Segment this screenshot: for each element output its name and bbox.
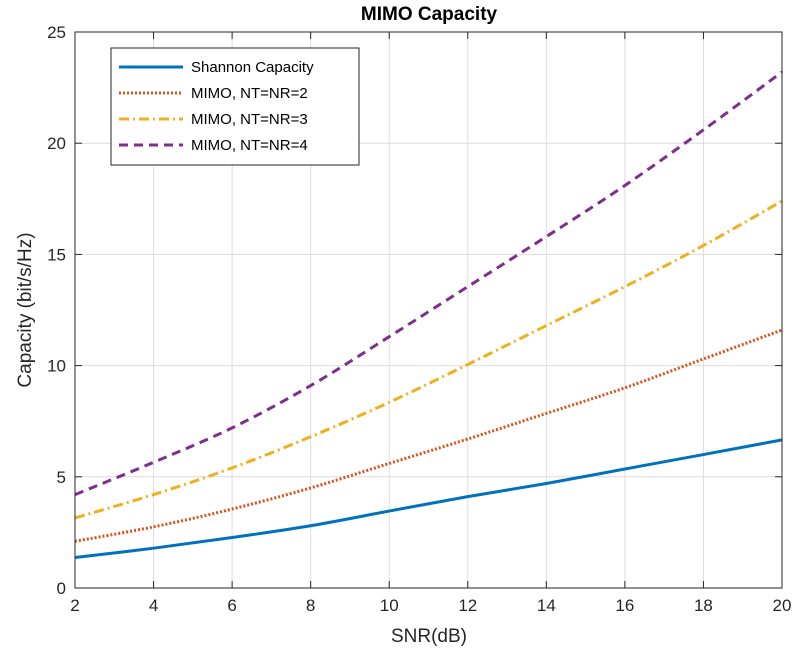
- x-tick-label: 20: [773, 596, 792, 615]
- series-lines: [74, 70, 783, 560]
- series-line-mimo-nt-nr-2: [74, 328, 783, 543]
- series-line-mimo-nt-nr-3: [74, 199, 783, 520]
- y-tick-label: 20: [47, 134, 66, 153]
- x-tick-label: 10: [380, 596, 399, 615]
- plot-frame: [74, 31, 783, 589]
- y-tick-label: 10: [47, 357, 66, 376]
- x-tick-label: 8: [306, 596, 315, 615]
- x-axis-label: SNR(dB): [391, 626, 467, 647]
- legend: Shannon Capacity MIMO, NT=NR=2 MIMO, NT=NR…: [110, 47, 360, 166]
- legend-label: Shannon Capacity: [191, 59, 314, 76]
- x-tick-label: 4: [149, 596, 158, 615]
- series-line-shannon-capacity: [74, 438, 783, 560]
- legend-label: MIMO, NT=NR=2: [191, 85, 308, 102]
- x-tick-label: 14: [537, 596, 556, 615]
- x-tick-label: 6: [227, 596, 236, 615]
- x-tick-label: 16: [615, 596, 634, 615]
- y-tick-label: 5: [57, 468, 66, 487]
- legend-label: MIMO, NT=NR=3: [191, 111, 308, 128]
- y-tick-label: 0: [57, 579, 66, 598]
- x-tick-label: 18: [694, 596, 713, 615]
- y-tick-label: 25: [47, 23, 66, 42]
- chart-title: MIMO Capacity: [361, 4, 498, 25]
- x-tick-label: 12: [458, 596, 477, 615]
- series-line-mimo-nt-nr-4: [74, 70, 783, 496]
- axis-ticks: 2 4 6 8 10 12 14 16 18 20 0 5 10 15 20 25: [47, 23, 791, 615]
- y-tick-label: 15: [47, 245, 66, 264]
- y-axis-label: Capacity (bit/s/Hz): [15, 232, 36, 387]
- legend-label: MIMO, NT=NR=4: [191, 137, 308, 154]
- x-tick-label: 2: [70, 596, 79, 615]
